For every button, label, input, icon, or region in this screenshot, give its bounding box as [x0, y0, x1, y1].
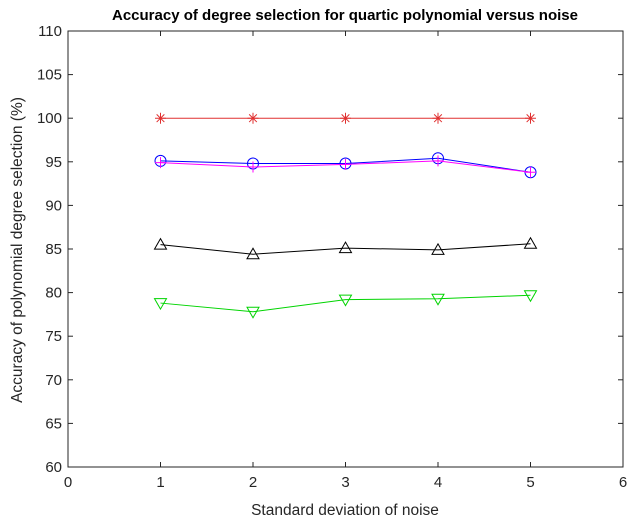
ticks-layer: 0 1 2 3 4 5 6 60 65 70 75 80 85 90 95 100 105 110	[37, 23, 627, 491]
data-point-triangle-up-marker	[523, 236, 538, 249]
y-tick-label: 90	[45, 197, 62, 214]
data-point-triangle-up-marker	[431, 242, 445, 255]
data-point-asterisk-marker	[155, 112, 166, 124]
x-tick-label: 4	[434, 474, 442, 491]
data-point-plus-marker	[155, 157, 166, 169]
x-tick-label: 1	[156, 474, 164, 491]
data-point-triangle-up-marker	[338, 241, 353, 254]
data-point-asterisk-marker	[247, 112, 259, 124]
y-tick-label: 75	[45, 328, 62, 345]
x-tick-label: 5	[526, 474, 534, 491]
data-point-plus-marker	[247, 161, 259, 173]
chart-title: Accuracy of degree selection for quartic…	[112, 7, 578, 24]
y-axis-label: Accuracy of polynomial degree selection …	[9, 97, 26, 403]
x-tick-label: 3	[341, 474, 349, 491]
data-point-triangle-down-marker	[338, 294, 353, 307]
data-point-triangle-up-marker	[153, 237, 168, 250]
data-point-plus-marker	[525, 166, 536, 178]
y-tick-label: 80	[45, 285, 62, 302]
series-0	[155, 112, 536, 124]
series-4	[153, 290, 538, 319]
series-2	[155, 155, 536, 178]
data-point-triangle-down-marker	[246, 306, 260, 319]
y-tick-label: 100	[37, 110, 62, 127]
data-point-triangle-up-marker	[246, 247, 260, 260]
series-line	[160, 294, 531, 313]
y-tick-label: 60	[45, 459, 62, 476]
series-layer	[153, 112, 538, 319]
y-tick-label: 65	[45, 415, 62, 432]
x-axis-label: Standard deviation of noise	[251, 502, 439, 519]
x-tick-label: 2	[249, 474, 257, 491]
y-tick-label: 85	[45, 241, 62, 258]
data-point-triangle-down-marker	[523, 290, 538, 303]
series-3	[153, 236, 538, 260]
data-point-plus-marker	[340, 158, 351, 170]
y-tick-label: 105	[37, 67, 62, 84]
data-point-asterisk-marker	[432, 112, 444, 124]
data-point-asterisk-marker	[340, 112, 351, 124]
y-tick-label: 95	[45, 154, 62, 171]
x-tick-label: 0	[64, 474, 72, 491]
data-point-plus-marker	[432, 155, 444, 167]
x-tick-label: 6	[619, 474, 627, 491]
y-tick-label: 110	[38, 23, 62, 40]
data-point-triangle-down-marker	[153, 298, 168, 311]
data-point-triangle-down-marker	[431, 293, 445, 306]
y-tick-label: 70	[45, 372, 62, 389]
series-line	[160, 243, 531, 255]
data-point-asterisk-marker	[525, 112, 536, 124]
plot-area	[67, 30, 624, 468]
